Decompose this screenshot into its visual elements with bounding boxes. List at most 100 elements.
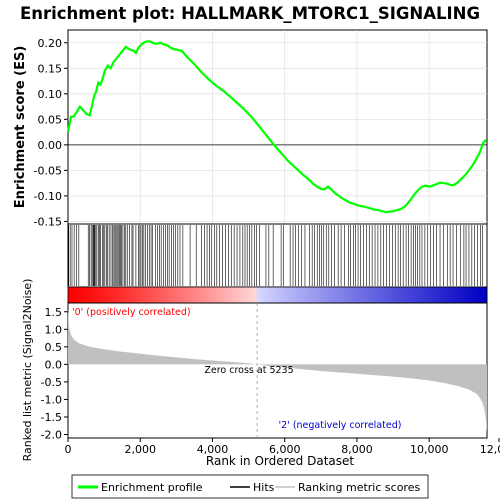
zero-cross-annotation: Zero cross at 5235 xyxy=(204,365,293,376)
es-y-tick-label: 0.15 xyxy=(38,62,63,75)
color-band-segment xyxy=(389,287,394,303)
color-band-segment xyxy=(165,287,170,303)
color-band-segment xyxy=(308,287,313,303)
color-band-segment xyxy=(420,287,425,303)
color-band-segment xyxy=(176,287,181,303)
color-band-segment xyxy=(221,287,226,303)
color-band-segment xyxy=(186,287,191,303)
hit-lines xyxy=(68,225,483,286)
color-band-segment xyxy=(81,287,86,303)
color-band-segment xyxy=(95,287,100,303)
x-axis: 0 2,000 4,000 6,000 8,000 10,000 12,000 xyxy=(65,438,500,456)
negative-annotation: '2' (negatively correlated) xyxy=(279,420,402,431)
color-band-segment xyxy=(340,287,345,303)
ranking-y-tick-label: 0.5 xyxy=(45,341,63,354)
x-tick-label: 8,000 xyxy=(341,443,373,456)
color-band-segment xyxy=(134,287,139,303)
color-band-segment xyxy=(158,287,163,303)
color-band-segment xyxy=(74,287,79,303)
color-band-segment xyxy=(368,287,373,303)
color-band-segment xyxy=(274,287,278,303)
hits-frame xyxy=(67,223,488,288)
color-band-segment xyxy=(406,287,411,303)
color-band-segment xyxy=(263,287,268,303)
color-band-segment xyxy=(298,287,303,303)
color-band-segment xyxy=(441,287,446,303)
color-band-segment xyxy=(343,287,348,303)
ranking-y-tick-label: -1.5 xyxy=(41,411,62,424)
color-band-segment xyxy=(88,287,93,303)
color-band-segment xyxy=(357,287,362,303)
chart-title: Enrichment plot: HALLMARK_MTORC1_SIGNALI… xyxy=(20,4,480,23)
legend: Enrichment profile Hits Ranking metric s… xyxy=(71,474,429,499)
color-band-segment xyxy=(385,287,390,303)
color-band-segment xyxy=(438,287,443,303)
ranking-y-tick-label: 1.0 xyxy=(45,323,63,336)
color-band-segment xyxy=(92,287,97,303)
color-band-segment xyxy=(315,287,320,303)
ranking-y-tick-label: -2.0 xyxy=(41,428,62,441)
color-band-segment xyxy=(197,287,202,303)
es-y-tick-label: 0.05 xyxy=(38,113,63,126)
color-band-segment xyxy=(68,287,72,303)
color-band-segment xyxy=(413,287,418,303)
color-band-segment xyxy=(249,287,254,303)
es-gridlines xyxy=(68,30,487,224)
color-band-segment xyxy=(78,287,83,303)
color-band-segment xyxy=(109,287,114,303)
color-band-segment xyxy=(141,287,146,303)
color-band-segment xyxy=(260,287,265,303)
color-band-segment xyxy=(239,287,244,303)
color-band-segment xyxy=(329,287,334,303)
color-band-segment xyxy=(452,287,457,303)
color-band-segment xyxy=(392,287,397,303)
color-band-segment xyxy=(462,287,467,303)
color-band-segment xyxy=(106,287,111,303)
color-band-segment xyxy=(256,287,261,303)
color-band-segment xyxy=(333,287,338,303)
ranking-y-axis-label: Ranked list metric (Signal2Noise) xyxy=(21,279,34,462)
color-band-segment xyxy=(354,287,359,303)
positive-annotation: '0' (positively correlated) xyxy=(72,307,191,318)
enrichment-profile-line xyxy=(66,40,488,214)
ranking-color-band xyxy=(67,286,488,304)
es-y-tick-label: -0.15 xyxy=(34,215,62,228)
color-band-segment xyxy=(294,287,299,303)
legend-hits-label: Hits xyxy=(253,481,275,494)
color-band-segment xyxy=(144,287,149,303)
color-band-segment xyxy=(116,287,121,303)
color-band-segment xyxy=(396,287,401,303)
x-tick-label: 10,000 xyxy=(410,443,449,456)
color-band-segment xyxy=(120,287,125,303)
color-band-segment xyxy=(469,287,474,303)
color-band-segment xyxy=(204,287,209,303)
color-band-segment xyxy=(190,287,195,303)
es-y-tick-label: 0.00 xyxy=(38,139,63,152)
color-band-segment xyxy=(253,287,258,303)
x-tick-label: 2,000 xyxy=(124,443,156,456)
color-band-segment xyxy=(85,287,90,303)
color-band-segment xyxy=(427,287,432,303)
color-band-segment xyxy=(301,287,306,303)
color-band-segment xyxy=(459,287,464,303)
color-band-segment xyxy=(417,287,422,303)
ranking-panel: -2.0 -1.5 -1.0 -0.5 0.0 0.5 1.0 1.5 '0' (positi… xyxy=(21,279,488,462)
color-band-segment xyxy=(480,287,485,303)
color-band-segment xyxy=(424,287,429,303)
color-band-segment xyxy=(378,287,383,303)
color-band-segment xyxy=(214,287,219,303)
color-band-segment xyxy=(434,287,439,303)
color-band-segment xyxy=(312,287,317,303)
color-band-segment xyxy=(431,287,436,303)
color-band-segment xyxy=(399,287,404,303)
ranking-y-axis: -2.0 -1.5 -1.0 -0.5 0.0 0.5 1.0 1.5 xyxy=(41,306,68,441)
color-band-segment xyxy=(137,287,142,303)
color-band-segment xyxy=(235,287,240,303)
color-band-segment xyxy=(169,287,174,303)
color-band-segment xyxy=(242,287,247,303)
ranking-metric-area xyxy=(68,308,487,433)
legend-enrichment-label: Enrichment profile xyxy=(101,481,203,494)
legend-ranking-label: Ranking metric scores xyxy=(298,481,420,494)
color-band-segment xyxy=(291,287,296,303)
color-band-segment xyxy=(225,287,230,303)
